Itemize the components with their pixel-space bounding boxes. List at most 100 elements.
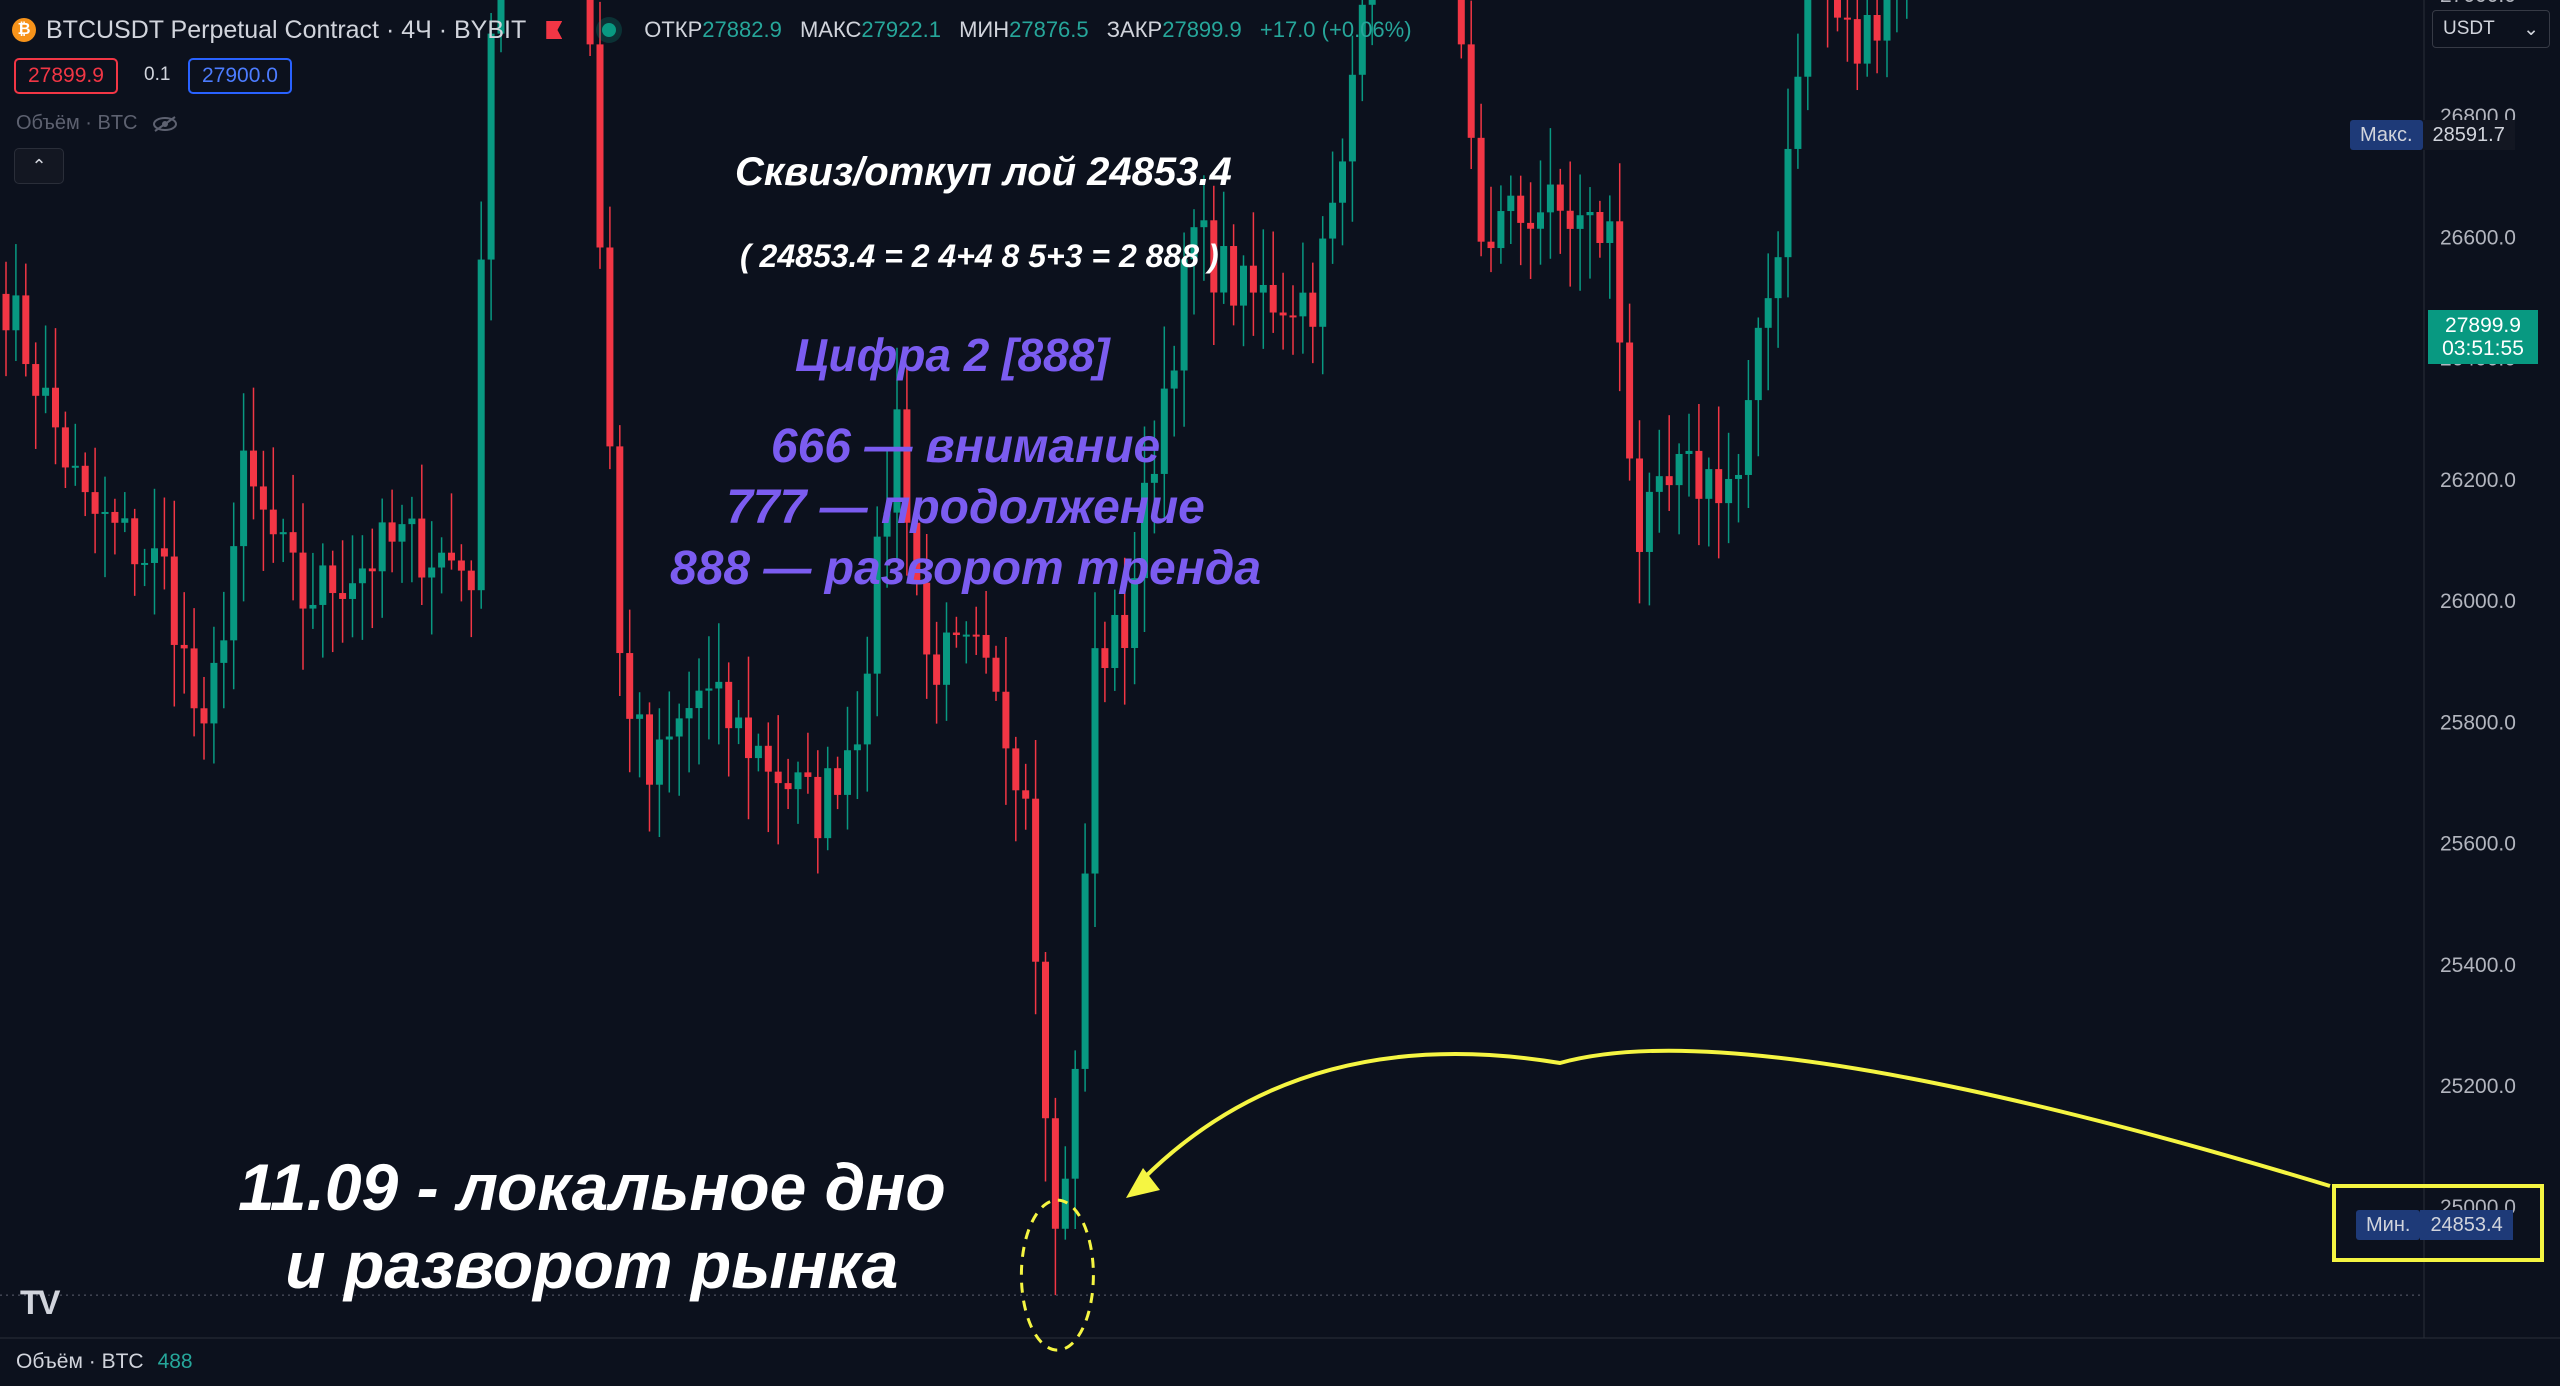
ohlc-open-label: ОТКР [644, 17, 703, 42]
max-value: 28591.7 [2422, 120, 2515, 150]
candle-body [1636, 458, 1643, 552]
candle-body [1556, 184, 1564, 211]
volume-bottom-value: 488 [157, 1350, 193, 1373]
candle-body [1259, 284, 1267, 293]
currency-value: USDT [2443, 18, 2495, 39]
candle-body [1754, 327, 1762, 401]
flag-icon[interactable] [546, 21, 563, 39]
tradingview-logo[interactable]: TV [20, 1284, 60, 1322]
candle-body [1626, 342, 1634, 459]
annotation-meaning-888: 888 — разворот тренда [670, 542, 1262, 595]
y-tick-label: 25600.0 [2440, 833, 2516, 856]
countdown-timer: 03:51:55 [2442, 337, 2524, 360]
volume-label: Объём · BTC [16, 112, 138, 134]
ohlc-open-value: 27882.9 [702, 17, 782, 42]
candle-body [764, 745, 772, 772]
candle-body [210, 662, 218, 724]
candle-body [1289, 315, 1297, 318]
candle-body [339, 593, 347, 599]
candle-body [1735, 474, 1742, 479]
candle-body [448, 552, 455, 561]
candle-body [1071, 1068, 1079, 1179]
symbol-title[interactable]: BTCUSDT Perpetual Contract · 4Ч · BYBIT [46, 15, 527, 44]
candle-body [1032, 798, 1040, 962]
candle-body [358, 568, 366, 584]
candle-body [982, 634, 990, 658]
candle-body [32, 364, 40, 396]
candle-body [1586, 211, 1594, 216]
y-tick-label: 26200.0 [2440, 469, 2516, 492]
volume-legend-top[interactable]: Объём · BTC [16, 112, 178, 135]
candle-body [844, 750, 851, 795]
candle-body [200, 708, 208, 724]
candle-body [715, 681, 723, 689]
y-tick-label: 26000.0 [2440, 590, 2516, 613]
candle-body [1576, 215, 1584, 229]
candle-body [81, 465, 89, 493]
candle-body [1339, 161, 1346, 203]
candle-body [1527, 222, 1535, 229]
candle-body [1150, 473, 1158, 483]
candle-body [1596, 211, 1604, 243]
max-label: Макс. [2350, 120, 2423, 150]
candle-body [52, 387, 59, 428]
current-price-tag: 27899.9 03:51:55 [2428, 310, 2538, 364]
candle-body [923, 582, 931, 655]
candle-body [240, 450, 248, 547]
currency-select[interactable]: USDT ⌄ [2432, 10, 2550, 48]
candle-body [1477, 137, 1485, 242]
candle-body [883, 512, 891, 537]
candle-body [487, 33, 495, 260]
hidden-eye-icon[interactable] [152, 115, 178, 133]
volume-legend-bottom[interactable]: Объём · BTC 488 [16, 1350, 193, 1374]
candle-body [754, 745, 762, 759]
candle-body [42, 387, 50, 396]
candle-body [418, 518, 426, 578]
candle-body [824, 768, 832, 839]
candle-body [180, 644, 188, 649]
candle-body [1487, 241, 1495, 249]
candle-body [685, 708, 693, 719]
bitcoin-icon: ₿ [12, 18, 36, 42]
annotation-bottom-line1: 11.09 - локальное дно [238, 1150, 946, 1224]
candle-body [1655, 476, 1663, 492]
candle-body [131, 518, 139, 565]
candle-body [190, 648, 198, 709]
candle-body [1705, 469, 1713, 499]
collapse-button[interactable]: ⌃ [14, 148, 64, 184]
candle-body [230, 546, 238, 641]
sell-price-button[interactable]: 27899.9 [14, 58, 118, 94]
candle-body [1744, 400, 1752, 475]
candle-body [1843, 17, 1851, 20]
candle-body [1240, 265, 1247, 306]
candle-body [1794, 76, 1802, 149]
candle-body [1131, 578, 1139, 649]
candle-body [299, 552, 307, 609]
candle-body [1457, 0, 1465, 45]
candle-body [398, 524, 406, 542]
candle-body [101, 511, 109, 514]
candle-body [1764, 298, 1772, 328]
arrow-line [1138, 1048, 2331, 1188]
chart-header: ₿ BTCUSDT Perpetual Contract · 4Ч · BYBI… [12, 12, 1424, 48]
candle-body [675, 718, 683, 737]
candle-body [2, 293, 10, 331]
candle-body [1269, 284, 1277, 313]
candle-body [1883, 0, 1891, 41]
candle-body [972, 634, 980, 637]
buy-price-button[interactable]: 27900.0 [188, 58, 292, 94]
spread-value: 0.1 [144, 64, 171, 85]
candle-body [586, 0, 594, 45]
candle-body [151, 548, 158, 563]
candle-body [873, 536, 881, 674]
candle-body [1804, 0, 1812, 77]
candle-body [834, 768, 842, 795]
candle-body [853, 744, 861, 751]
candle-body [428, 567, 436, 578]
candle-body [804, 772, 812, 777]
candle-body [1685, 450, 1693, 454]
candle-body [1606, 221, 1614, 243]
candle-body [141, 562, 149, 565]
candle-body [1675, 453, 1683, 486]
